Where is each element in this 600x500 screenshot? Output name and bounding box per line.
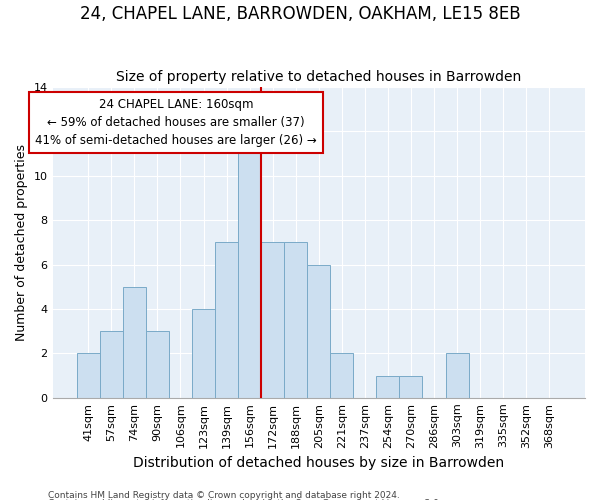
Bar: [376, 376, 400, 398]
Bar: [400, 376, 422, 398]
Bar: [100, 331, 123, 398]
Bar: [261, 242, 284, 398]
Bar: [284, 242, 307, 398]
Text: 24 CHAPEL LANE: 160sqm
← 59% of detached houses are smaller (37)
41% of semi-det: 24 CHAPEL LANE: 160sqm ← 59% of detached…: [35, 98, 317, 147]
Bar: [446, 354, 469, 398]
Bar: [215, 242, 238, 398]
Y-axis label: Number of detached properties: Number of detached properties: [15, 144, 28, 341]
Text: 24, CHAPEL LANE, BARROWDEN, OAKHAM, LE15 8EB: 24, CHAPEL LANE, BARROWDEN, OAKHAM, LE15…: [80, 5, 520, 23]
X-axis label: Distribution of detached houses by size in Barrowden: Distribution of detached houses by size …: [133, 456, 505, 470]
Bar: [77, 354, 100, 398]
Title: Size of property relative to detached houses in Barrowden: Size of property relative to detached ho…: [116, 70, 521, 85]
Bar: [330, 354, 353, 398]
Bar: [123, 287, 146, 398]
Bar: [192, 309, 215, 398]
Bar: [146, 331, 169, 398]
Bar: [307, 264, 330, 398]
Bar: [238, 132, 261, 398]
Text: Contains public sector information licensed under the Open Government Licence v3: Contains public sector information licen…: [48, 499, 442, 500]
Text: Contains HM Land Registry data © Crown copyright and database right 2024.: Contains HM Land Registry data © Crown c…: [48, 490, 400, 500]
